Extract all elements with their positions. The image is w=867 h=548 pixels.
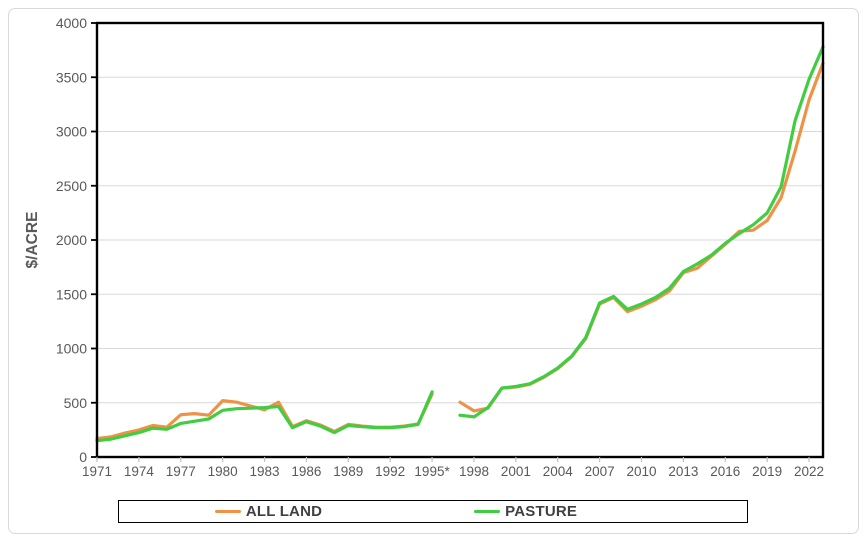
series-lines	[95, 45, 825, 443]
x-tick-label-2007: 2007	[585, 464, 615, 479]
x-tick-label-2001: 2001	[501, 464, 531, 479]
y-tick-label-3500: 3500	[56, 69, 87, 85]
x-tick-label-1998: 1998	[459, 464, 489, 479]
x-tick-label-1992: 1992	[375, 464, 405, 479]
legend: ALL LAND PASTURE	[118, 500, 748, 523]
x-tick-label-1971: 1971	[82, 464, 112, 479]
x-tick-label-1977: 1977	[166, 464, 196, 479]
y-tick-label-1000: 1000	[56, 341, 87, 357]
series-line-pasture	[95, 390, 434, 443]
legend-item-pasture: PASTURE	[474, 503, 577, 520]
legend-swatch-pasture	[474, 509, 501, 514]
series-line-all-land	[95, 392, 434, 441]
chart-frame	[8, 8, 859, 534]
series-line-all-land	[458, 61, 825, 413]
x-tick-label-2022: 2022	[794, 464, 824, 479]
y-tick-label-3000: 3000	[56, 124, 87, 140]
x-tick-label-1974: 1974	[124, 464, 155, 479]
gridlines	[97, 76, 823, 404]
y-tick-label-1500: 1500	[56, 286, 87, 302]
y-tick-label-2500: 2500	[56, 178, 87, 194]
y-tick-label-500: 500	[64, 395, 88, 411]
legend-label-all-land: ALL LAND	[245, 503, 323, 520]
series-line-pasture	[458, 45, 825, 419]
y-tick-label-4000: 4000	[56, 15, 87, 31]
legend-label-pasture: PASTURE	[505, 503, 578, 520]
y-tick-label-0: 0	[79, 449, 87, 465]
y-axis-title: $/ACRE	[24, 212, 41, 269]
axis-ticks	[91, 22, 810, 462]
x-tick-label-1986: 1986	[291, 464, 321, 479]
legend-swatch-all-land	[214, 509, 241, 514]
x-tick-label-2004: 2004	[543, 464, 574, 479]
x-tick-label-1989: 1989	[333, 464, 363, 479]
x-tick-label-1995*: 1995*	[414, 464, 450, 479]
x-tick-label-1983: 1983	[250, 464, 280, 479]
y-tick-label-2000: 2000	[56, 232, 87, 248]
x-tick-label-1980: 1980	[208, 464, 238, 479]
legend-item-all-land: ALL LAND	[214, 503, 323, 520]
x-tick-label-2013: 2013	[668, 464, 698, 479]
x-tick-label-2016: 2016	[710, 464, 740, 479]
x-tick-label-2019: 2019	[752, 464, 782, 479]
x-tick-label-2010: 2010	[626, 464, 656, 479]
axis-tick-labels: 0 500 1000 1500 2000 2500 3000 3500 4000 1971 1974…	[56, 15, 824, 479]
